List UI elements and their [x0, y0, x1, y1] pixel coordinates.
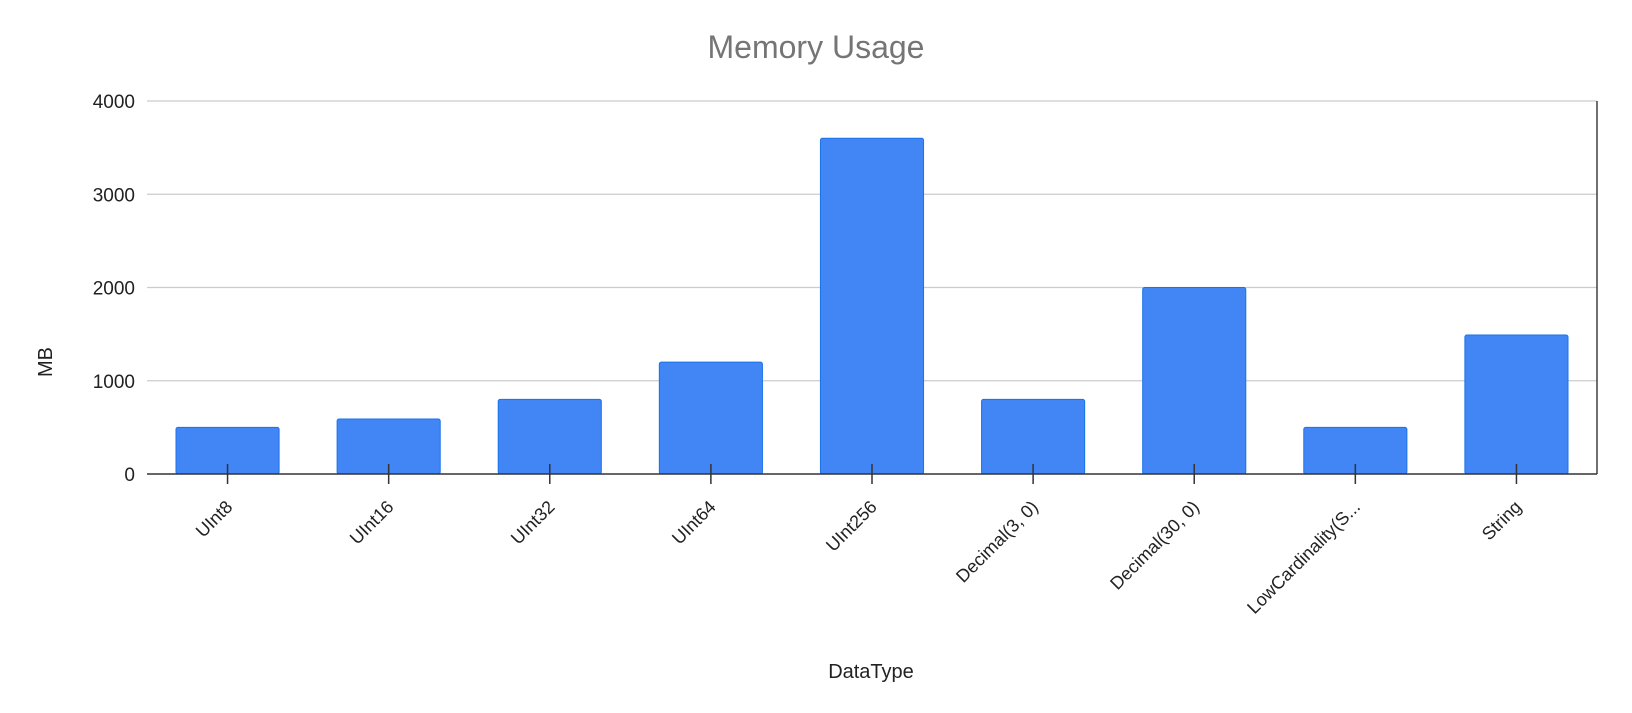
- bar: [1464, 334, 1569, 475]
- chart-title: Memory Usage: [708, 29, 925, 65]
- x-tick-label: UInt256: [822, 497, 881, 556]
- x-tick-label: UInt32: [507, 497, 559, 549]
- x-axis-ticks: UInt8 UInt16 UInt32 UInt64 UInt256 Decimal(3,…: [192, 464, 1525, 618]
- x-tick-label: UInt16: [346, 497, 398, 549]
- x-tick-label: String: [1478, 497, 1525, 544]
- y-tick-label: 1000: [93, 372, 135, 393]
- x-tick-label: Decimal(3, 0): [952, 497, 1042, 587]
- bars: [175, 137, 1569, 475]
- bar: [819, 137, 925, 475]
- y-tick-label: 4000: [93, 92, 135, 113]
- y-axis-label: MB: [35, 347, 57, 377]
- bar: [658, 361, 763, 475]
- y-tick-label: 0: [124, 465, 135, 486]
- y-tick-label: 2000: [93, 279, 135, 300]
- x-axis-label: DataType: [828, 661, 914, 683]
- bar: [1142, 287, 1247, 475]
- x-tick-label: Decimal(30, 0): [1106, 497, 1203, 594]
- x-tick-label: LowCardinality(S...: [1243, 497, 1364, 618]
- y-tick-label: 3000: [93, 185, 135, 206]
- bar: [981, 398, 1086, 475]
- bar: [497, 398, 602, 475]
- x-tick-label: UInt64: [668, 497, 720, 549]
- x-tick-label: UInt8: [192, 497, 237, 542]
- y-axis-ticks: 0 1000 2000 3000 4000: [93, 92, 135, 486]
